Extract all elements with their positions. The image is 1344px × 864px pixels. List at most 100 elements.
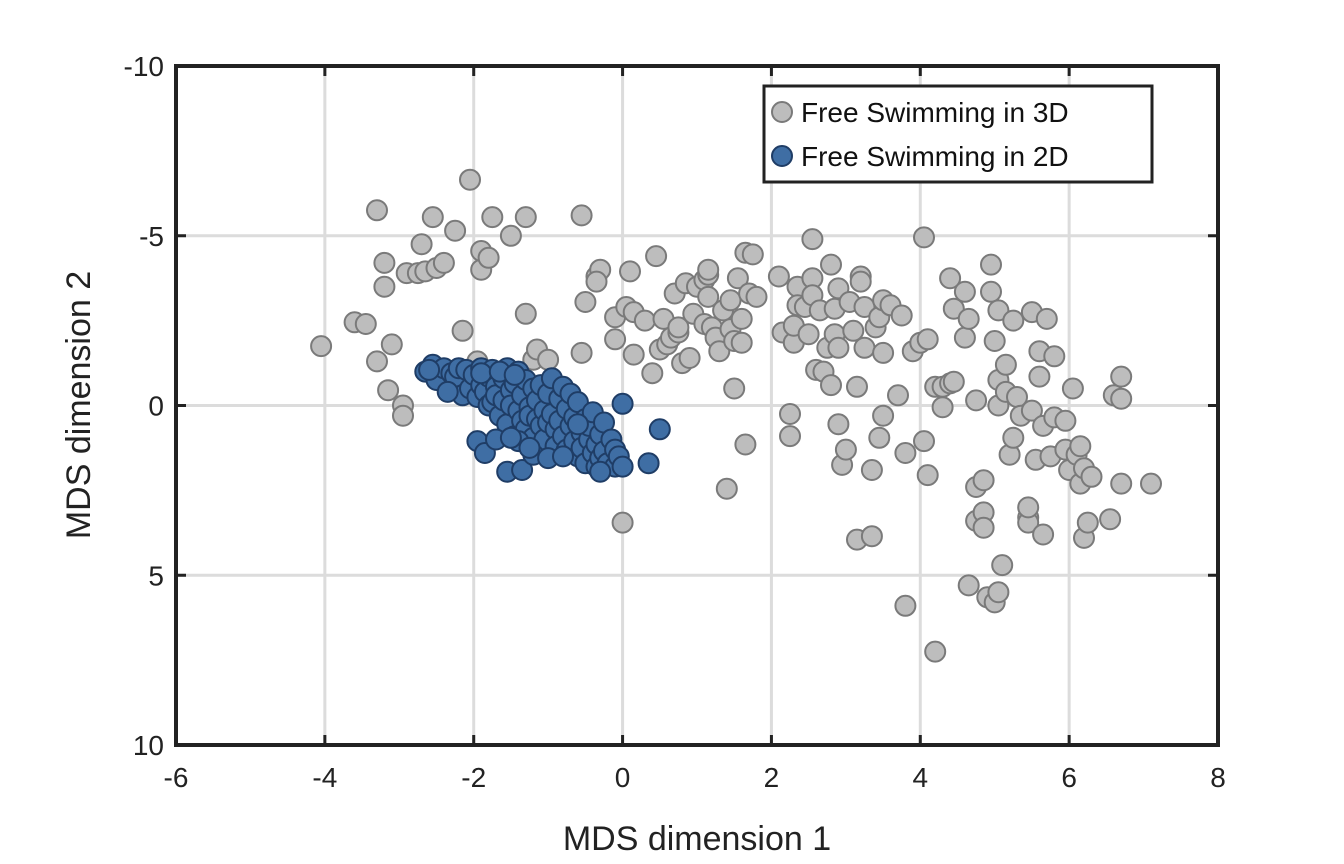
point-2d — [499, 426, 522, 449]
x-axis-title: MDS dimension 1 — [563, 820, 831, 858]
point-3d — [1080, 465, 1103, 488]
point-3d — [678, 347, 701, 369]
point-3d — [953, 280, 976, 303]
point-3d — [853, 336, 876, 359]
x-tick-label: 0 — [615, 762, 631, 793]
series-free-swimming-2d — [414, 353, 671, 483]
point-3d — [1054, 409, 1077, 432]
point-3d — [633, 309, 656, 332]
point-3d — [604, 328, 627, 351]
point-3d — [459, 168, 481, 191]
point-3d — [1110, 472, 1133, 495]
x-tick-labels: -6 -4 -2 0 2 4 6 8 — [164, 762, 1226, 793]
point-3d — [730, 307, 753, 330]
point-3d — [767, 265, 790, 288]
point-3d — [645, 245, 668, 268]
point-2d — [611, 455, 634, 478]
point-3d — [741, 243, 764, 266]
point-3d — [931, 396, 954, 419]
point-3d — [957, 574, 980, 597]
point-3d — [373, 251, 396, 274]
point-2d — [518, 436, 541, 459]
point-3d — [801, 228, 824, 251]
point-3d — [410, 233, 433, 256]
point-3d — [574, 291, 597, 313]
point-3d — [987, 581, 1010, 604]
point-2d — [470, 362, 493, 385]
point-3d — [585, 270, 608, 293]
point-3d — [1076, 511, 1099, 534]
point-2d — [611, 392, 634, 415]
x-tick-label: 8 — [1210, 762, 1226, 793]
point-3d — [380, 333, 403, 356]
point-3d — [708, 340, 731, 363]
point-3d — [570, 341, 593, 364]
series-free-swimming-3d — [310, 168, 1162, 663]
y-axis-title: MDS dimension 2 — [60, 271, 98, 539]
axis-ticks — [174, 64, 1220, 747]
point-2d — [418, 358, 441, 381]
legend-label-2d: Free Swimming in 2D — [801, 141, 1069, 172]
point-3d — [860, 525, 883, 548]
y-tick-label: 0 — [148, 391, 164, 422]
y-tick-label: -5 — [139, 221, 164, 252]
point-3d — [980, 280, 1002, 303]
point-3d — [1020, 399, 1043, 422]
point-3d — [939, 267, 962, 290]
point-3d — [514, 302, 537, 325]
point-3d — [972, 516, 995, 539]
x-tick-label: -4 — [312, 762, 337, 793]
point-3d — [1035, 307, 1058, 330]
point-3d — [354, 313, 377, 335]
point-3d — [1110, 365, 1133, 388]
point-3d — [842, 319, 865, 342]
point-3d — [745, 285, 768, 308]
point-2d — [566, 413, 589, 436]
y-tick-labels: -10 -5 0 5 10 — [124, 51, 164, 761]
point-3d — [619, 260, 641, 283]
point-3d — [310, 335, 333, 358]
point-3d — [715, 477, 738, 500]
point-3d — [366, 199, 388, 222]
point-3d — [820, 253, 842, 276]
point-3d — [377, 379, 400, 402]
point-3d — [872, 341, 895, 364]
point-2d — [503, 363, 526, 386]
x-tick-label: 6 — [1061, 762, 1077, 793]
point-3d — [965, 389, 988, 412]
point-3d — [1099, 508, 1122, 531]
point-3d — [894, 442, 917, 464]
point-3d — [916, 464, 939, 487]
point-3d — [1110, 387, 1133, 410]
point-3d — [887, 384, 909, 407]
point-3d — [1028, 365, 1051, 388]
legend: Free Swimming in 3D Free Swimming in 2D — [762, 84, 1154, 184]
point-3d — [373, 275, 396, 298]
point-3d — [916, 328, 939, 351]
x-tick-label: -6 — [164, 762, 189, 793]
point-3d — [726, 267, 749, 290]
point-3d — [667, 316, 690, 339]
point-3d — [537, 348, 560, 371]
legend-label-3d: Free Swimming in 3D — [801, 97, 1069, 128]
point-3d — [983, 330, 1006, 352]
point-3d — [719, 289, 742, 312]
y-tick-label: 10 — [133, 730, 164, 761]
point-3d — [972, 469, 995, 492]
point-3d — [894, 594, 917, 617]
point-3d — [392, 404, 414, 427]
point-2d — [511, 459, 534, 481]
point-3d — [697, 258, 720, 281]
point-3d — [849, 270, 872, 293]
point-3d — [991, 554, 1014, 577]
point-3d — [834, 438, 857, 461]
point-2d — [552, 445, 574, 468]
point-3d — [477, 246, 500, 269]
point-3d — [1017, 496, 1040, 519]
point-3d — [499, 224, 522, 247]
point-3d — [697, 285, 720, 308]
point-3d — [481, 206, 504, 229]
point-3d — [1061, 377, 1084, 400]
legend-marker-2d — [771, 145, 793, 167]
